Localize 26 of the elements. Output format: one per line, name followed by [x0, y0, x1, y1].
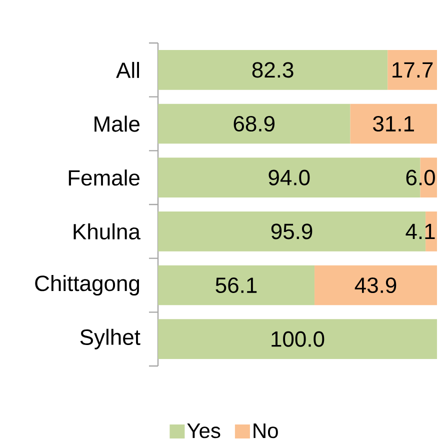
legend-label: Yes: [187, 424, 220, 438]
bar: [158, 319, 438, 360]
y-tick-label: All: [116, 62, 139, 78]
bar: [314, 265, 438, 306]
data-label: 4.1: [406, 224, 435, 239]
y-tick-label: Female: [68, 170, 140, 186]
bar: [388, 50, 438, 90]
data-label: 17.7: [392, 62, 433, 78]
data-label: 100.0: [272, 331, 324, 347]
data-label: 95.9: [271, 224, 312, 240]
data-label: 6.0: [406, 170, 435, 186]
y-tick-label: Khulna: [74, 223, 140, 240]
y-tick-label: Chittagong: [35, 274, 140, 296]
bar: [158, 265, 315, 306]
data-label: 94.0: [268, 170, 310, 186]
legend-label: No: [254, 424, 278, 438]
data-label: 82.3: [252, 62, 294, 78]
y-tick-label: Male: [94, 116, 140, 132]
data-label: 43.9: [354, 277, 396, 294]
bar: [350, 104, 438, 144]
y-tick-label: Sylhet: [80, 328, 140, 350]
data-label: 68.9: [234, 116, 274, 132]
bar: [158, 50, 388, 90]
bar: [158, 104, 350, 144]
data-label: 56.1: [216, 277, 257, 294]
data-label: 31.1: [373, 116, 414, 132]
